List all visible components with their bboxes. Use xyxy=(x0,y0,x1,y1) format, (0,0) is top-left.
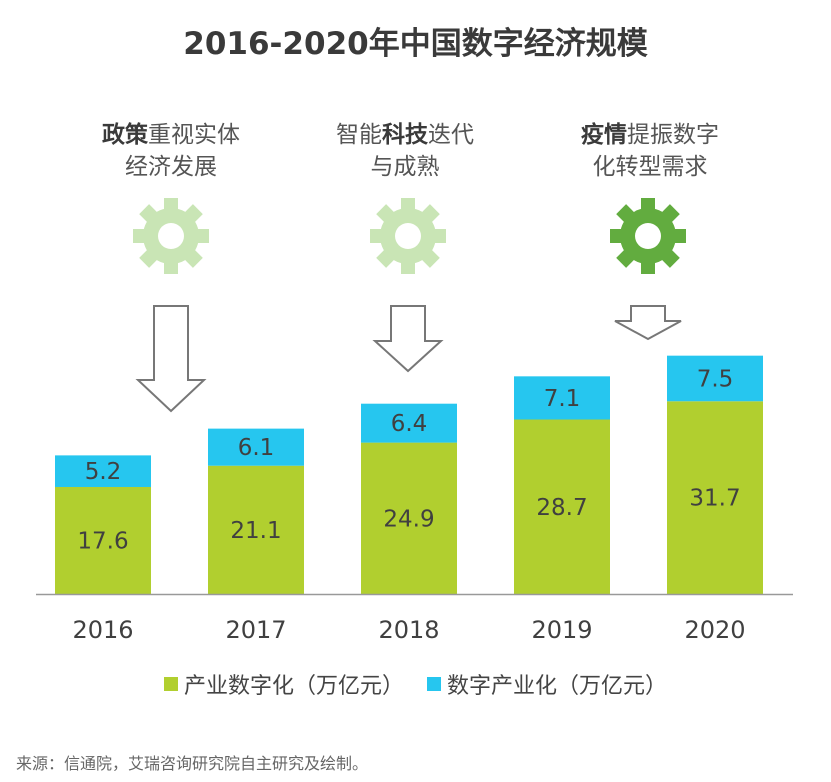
annotation-text: 迭代 xyxy=(428,122,474,148)
legend-label: 数字产业化（万亿元） xyxy=(447,674,668,699)
legend: 产业数字化（万亿元） 数字产业化（万亿元） xyxy=(0,668,831,700)
bars-layer: 17.6 5.2 21.1 6.1 24.9 6.4 28.7 7.1 31.7 7.5 xyxy=(55,355,763,594)
bar-industrialization-2018 xyxy=(361,442,457,594)
gears-layer xyxy=(133,198,686,274)
bar-industrialization-2019 xyxy=(514,419,610,594)
arrow-down-icon xyxy=(614,305,682,341)
annotation-text: 重视实体 xyxy=(148,122,240,148)
annotation-pandemic: 疫情提振数字 化转型需求 xyxy=(555,119,745,183)
value-label-industrialization: 31.7 xyxy=(689,486,740,512)
bar-industrialization-2017 xyxy=(208,465,304,594)
arrow-down-icon xyxy=(372,305,444,373)
gear-icon-light xyxy=(370,198,446,274)
value-label-industrialization: 24.9 xyxy=(383,506,434,532)
annotation-bold: 科技 xyxy=(382,122,428,148)
bar-digital-industry-2016 xyxy=(55,455,151,487)
x-tick-label: 2018 xyxy=(378,616,439,644)
value-label-digital-industry: 6.1 xyxy=(238,435,275,461)
bar-digital-industry-2019 xyxy=(514,376,610,420)
chart-area: 17.6 5.2 21.1 6.1 24.9 6.4 28.7 7.1 31.7 7.5 2016… xyxy=(36,198,793,644)
legend-swatch xyxy=(163,677,178,691)
x-tick-label: 2020 xyxy=(684,616,745,644)
legend-item-digital-industry: 数字产业化（万亿元） xyxy=(427,668,667,700)
value-label-industrialization: 28.7 xyxy=(536,495,587,521)
arrow-down-icon xyxy=(135,305,207,413)
source-note: 来源：信通院，艾瑞咨询研究院自主研究及绘制。 xyxy=(16,754,369,773)
legend-label: 产业数字化（万亿元） xyxy=(183,674,404,699)
gear-icon-light xyxy=(133,198,209,274)
value-label-digital-industry: 6.4 xyxy=(391,411,428,437)
chart-title: 2016-2020年中国数字经济规模 xyxy=(183,26,648,62)
annotation-line2: 化转型需求 xyxy=(592,154,708,180)
value-label-industrialization: 17.6 xyxy=(77,528,128,554)
bar-digital-industry-2018 xyxy=(361,403,457,443)
annotation-policy: 政策重视实体 经济发展 xyxy=(76,119,266,183)
annotation-line2: 经济发展 xyxy=(125,154,217,180)
x-tick-label: 2016 xyxy=(72,616,133,644)
value-label-digital-industry: 7.1 xyxy=(544,386,581,412)
bar-digital-industry-2017 xyxy=(208,428,304,466)
annotation-text: 提振数字 xyxy=(627,122,719,148)
gear-icon-dark xyxy=(610,198,686,274)
value-label-industrialization: 21.1 xyxy=(230,518,281,544)
legend-swatch xyxy=(427,677,441,691)
bar-industrialization-2016 xyxy=(55,486,151,594)
axis-layer: 2016 2017 2018 2019 2020 xyxy=(36,593,793,644)
x-tick-label: 2017 xyxy=(225,616,286,644)
value-label-digital-industry: 7.5 xyxy=(697,366,734,392)
legend-item-industrialization: 产业数字化（万亿元） xyxy=(163,668,404,700)
annotation-bold: 政策 xyxy=(102,122,148,148)
annotation-prefix: 智能 xyxy=(336,122,382,148)
value-label-digital-industry: 5.2 xyxy=(85,459,122,485)
annotation-line2: 与成熟 xyxy=(370,154,440,180)
x-tick-label: 2019 xyxy=(531,616,592,644)
bar-digital-industry-2020 xyxy=(667,355,763,402)
annotation-tech: 智能科技迭代 与成熟 xyxy=(310,119,500,183)
annotation-bold: 疫情 xyxy=(581,122,627,148)
arrows-layer xyxy=(135,305,682,413)
bar-industrialization-2020 xyxy=(667,401,763,594)
